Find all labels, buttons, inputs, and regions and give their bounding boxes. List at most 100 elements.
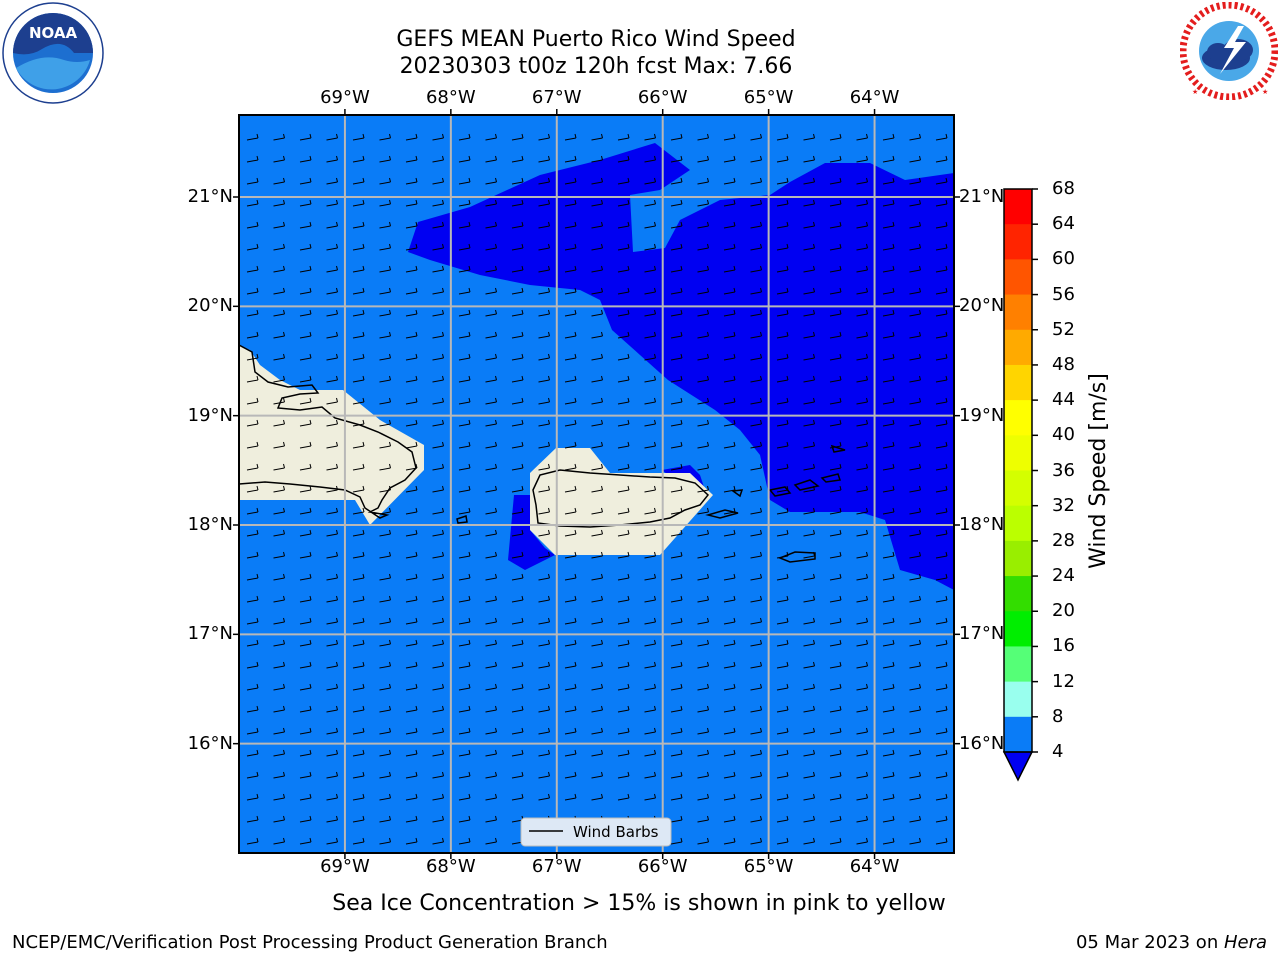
wind-barb bbox=[829, 485, 842, 493]
wind-barb bbox=[352, 221, 365, 229]
wind-barb bbox=[776, 397, 789, 405]
wind-barb bbox=[538, 265, 550, 273]
wind-barb bbox=[670, 485, 683, 493]
wind-barb bbox=[458, 331, 471, 339]
wind-barb bbox=[246, 441, 259, 449]
wind-barb bbox=[352, 331, 365, 339]
wind-barb bbox=[856, 353, 868, 361]
wind-barb bbox=[697, 441, 709, 449]
wind-barb bbox=[644, 551, 656, 559]
wind-barb bbox=[432, 265, 444, 273]
wind-barb bbox=[326, 287, 338, 295]
wind-barb bbox=[379, 463, 391, 471]
wind-barb bbox=[273, 837, 285, 845]
wind-barb bbox=[776, 463, 789, 471]
wind-barb bbox=[379, 793, 391, 801]
wind-barb bbox=[458, 529, 471, 537]
wind-barb bbox=[697, 331, 709, 339]
wind-barb bbox=[856, 221, 868, 229]
wind-barb bbox=[697, 727, 709, 735]
lon-label-top: 65°W bbox=[743, 87, 794, 108]
wind-barb bbox=[511, 639, 524, 647]
lon-label-top: 68°W bbox=[425, 87, 476, 108]
wind-barb bbox=[299, 837, 312, 845]
wind-barb bbox=[326, 265, 338, 273]
wind-barb bbox=[829, 419, 842, 427]
wind-barb bbox=[750, 309, 762, 317]
wind-barb bbox=[485, 551, 497, 559]
wind-barb bbox=[485, 463, 497, 471]
wind-barb bbox=[379, 265, 391, 273]
wind-barb bbox=[882, 551, 895, 559]
wind-barb bbox=[405, 419, 418, 427]
lat-label-right: 17°N bbox=[959, 623, 1005, 645]
noaa-logo-text: NOAA bbox=[29, 24, 78, 42]
wind-barb bbox=[511, 507, 524, 515]
svg-text:★: ★ bbox=[1192, 88, 1198, 96]
wind-barb bbox=[723, 265, 736, 273]
wind-barb bbox=[591, 507, 603, 515]
wind-barb bbox=[273, 529, 285, 537]
lon-label-bottom: 67°W bbox=[531, 856, 582, 877]
wind-barb bbox=[591, 793, 603, 801]
wind-barb bbox=[670, 309, 683, 317]
wind-barb bbox=[432, 463, 444, 471]
wind-barb bbox=[856, 771, 868, 779]
wind-barb bbox=[485, 529, 497, 537]
wind-barb bbox=[617, 331, 630, 339]
wind-barb bbox=[352, 793, 365, 801]
wind-barb bbox=[829, 199, 842, 207]
colorbar-tick-label: 64 bbox=[1052, 213, 1075, 235]
wind-barb bbox=[776, 441, 789, 449]
wind-barb bbox=[617, 705, 630, 713]
wind-barb bbox=[617, 771, 630, 779]
wind-barb bbox=[776, 837, 789, 845]
wind-barb bbox=[379, 507, 391, 515]
wind-barb bbox=[697, 419, 709, 427]
wind-barb bbox=[670, 133, 683, 141]
wind-barb bbox=[935, 199, 948, 207]
wind-barb bbox=[538, 375, 550, 383]
wind-barb bbox=[485, 661, 497, 669]
wind-barb bbox=[538, 155, 550, 163]
wind-barb bbox=[803, 485, 815, 493]
colorbar-segment bbox=[1004, 470, 1032, 507]
wind-barb bbox=[723, 683, 736, 691]
wind-barb bbox=[670, 639, 683, 647]
wind-barb bbox=[803, 419, 815, 427]
map-title-line1: GEFS MEAN Puerto Rico Wind Speed bbox=[396, 27, 796, 52]
wind-barb bbox=[379, 331, 391, 339]
wind-barb bbox=[246, 815, 259, 823]
wind-barb bbox=[299, 441, 312, 449]
wind-barb bbox=[273, 573, 285, 581]
wind-barb bbox=[485, 771, 497, 779]
wind-barb bbox=[458, 837, 471, 845]
wind-barb bbox=[485, 727, 497, 735]
wind-barb bbox=[326, 133, 338, 141]
wind-barb bbox=[246, 199, 259, 207]
wind-barb bbox=[829, 397, 842, 405]
wind-barb bbox=[273, 243, 285, 251]
wind-barb bbox=[803, 199, 815, 207]
wind-barb bbox=[776, 309, 789, 317]
wind-barb bbox=[432, 221, 444, 229]
wind-barb bbox=[458, 375, 471, 383]
colorbar-segment bbox=[1004, 259, 1032, 296]
wind-barb bbox=[644, 265, 656, 273]
wind-barb bbox=[591, 243, 603, 251]
wind-barb bbox=[856, 683, 868, 691]
colorbar-tick-label: 16 bbox=[1052, 635, 1075, 657]
wind-barb bbox=[617, 595, 630, 603]
wind-barb bbox=[829, 375, 842, 383]
wind-barb bbox=[591, 749, 603, 757]
colorbar-segment bbox=[1004, 364, 1032, 401]
wind-barb bbox=[405, 727, 418, 735]
wind-barb bbox=[882, 595, 895, 603]
wind-barb bbox=[697, 199, 709, 207]
wind-barb bbox=[829, 309, 842, 317]
wind-barb bbox=[670, 837, 683, 845]
wind-barb bbox=[564, 441, 577, 449]
wind-barb bbox=[246, 221, 259, 229]
wind-barb bbox=[829, 507, 842, 515]
wind-barb bbox=[829, 815, 842, 823]
